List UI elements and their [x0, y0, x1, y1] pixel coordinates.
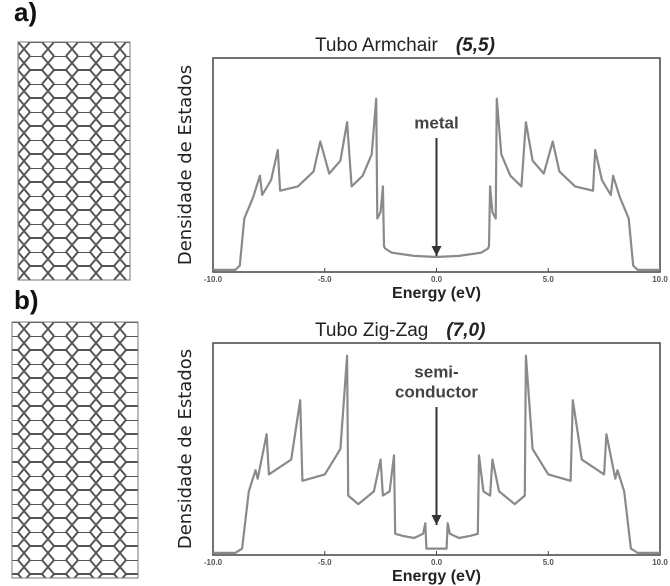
annotation: conductor: [395, 382, 478, 401]
chart-title: Tubo Armchair: [315, 35, 439, 56]
nanotube-armchair: [18, 42, 130, 280]
chart-title: Tubo Zig-Zag: [315, 320, 428, 341]
x-tick-label: 0.0: [431, 558, 443, 567]
chart-title-index: (7,0): [446, 320, 485, 341]
panel-label: b): [14, 285, 39, 315]
x-tick-label: 0.0: [431, 275, 443, 284]
nanotube-zigzag: [12, 322, 138, 578]
panel-label: a): [14, 0, 37, 27]
arrow-head: [432, 246, 442, 256]
x-tick-label: 5.0: [543, 275, 555, 284]
x-axis-label: Energy (eV): [392, 568, 481, 585]
x-axis-label: Energy (eV): [392, 285, 481, 302]
x-tick-label: -5.0: [318, 558, 332, 567]
annotation: semi-: [414, 362, 458, 381]
x-tick-label: -10.0: [204, 275, 223, 284]
x-tick-label: -10.0: [204, 558, 223, 567]
figure: a) Tubo Armchair (5,5) Densidade de Estados…: [0, 0, 670, 586]
x-tick-label: 5.0: [543, 558, 555, 567]
y-axis-label: Densidade de Estados: [175, 65, 196, 265]
x-tick-label: 10.0: [652, 275, 668, 284]
x-tick-label: -5.0: [318, 275, 332, 284]
x-tick-label: 10.0: [652, 558, 668, 567]
arrow-head: [432, 515, 442, 525]
chart-title-index: (5,5): [456, 35, 495, 56]
annotation: metal: [414, 113, 458, 132]
y-axis-label: Densidade de Estados: [175, 349, 196, 549]
